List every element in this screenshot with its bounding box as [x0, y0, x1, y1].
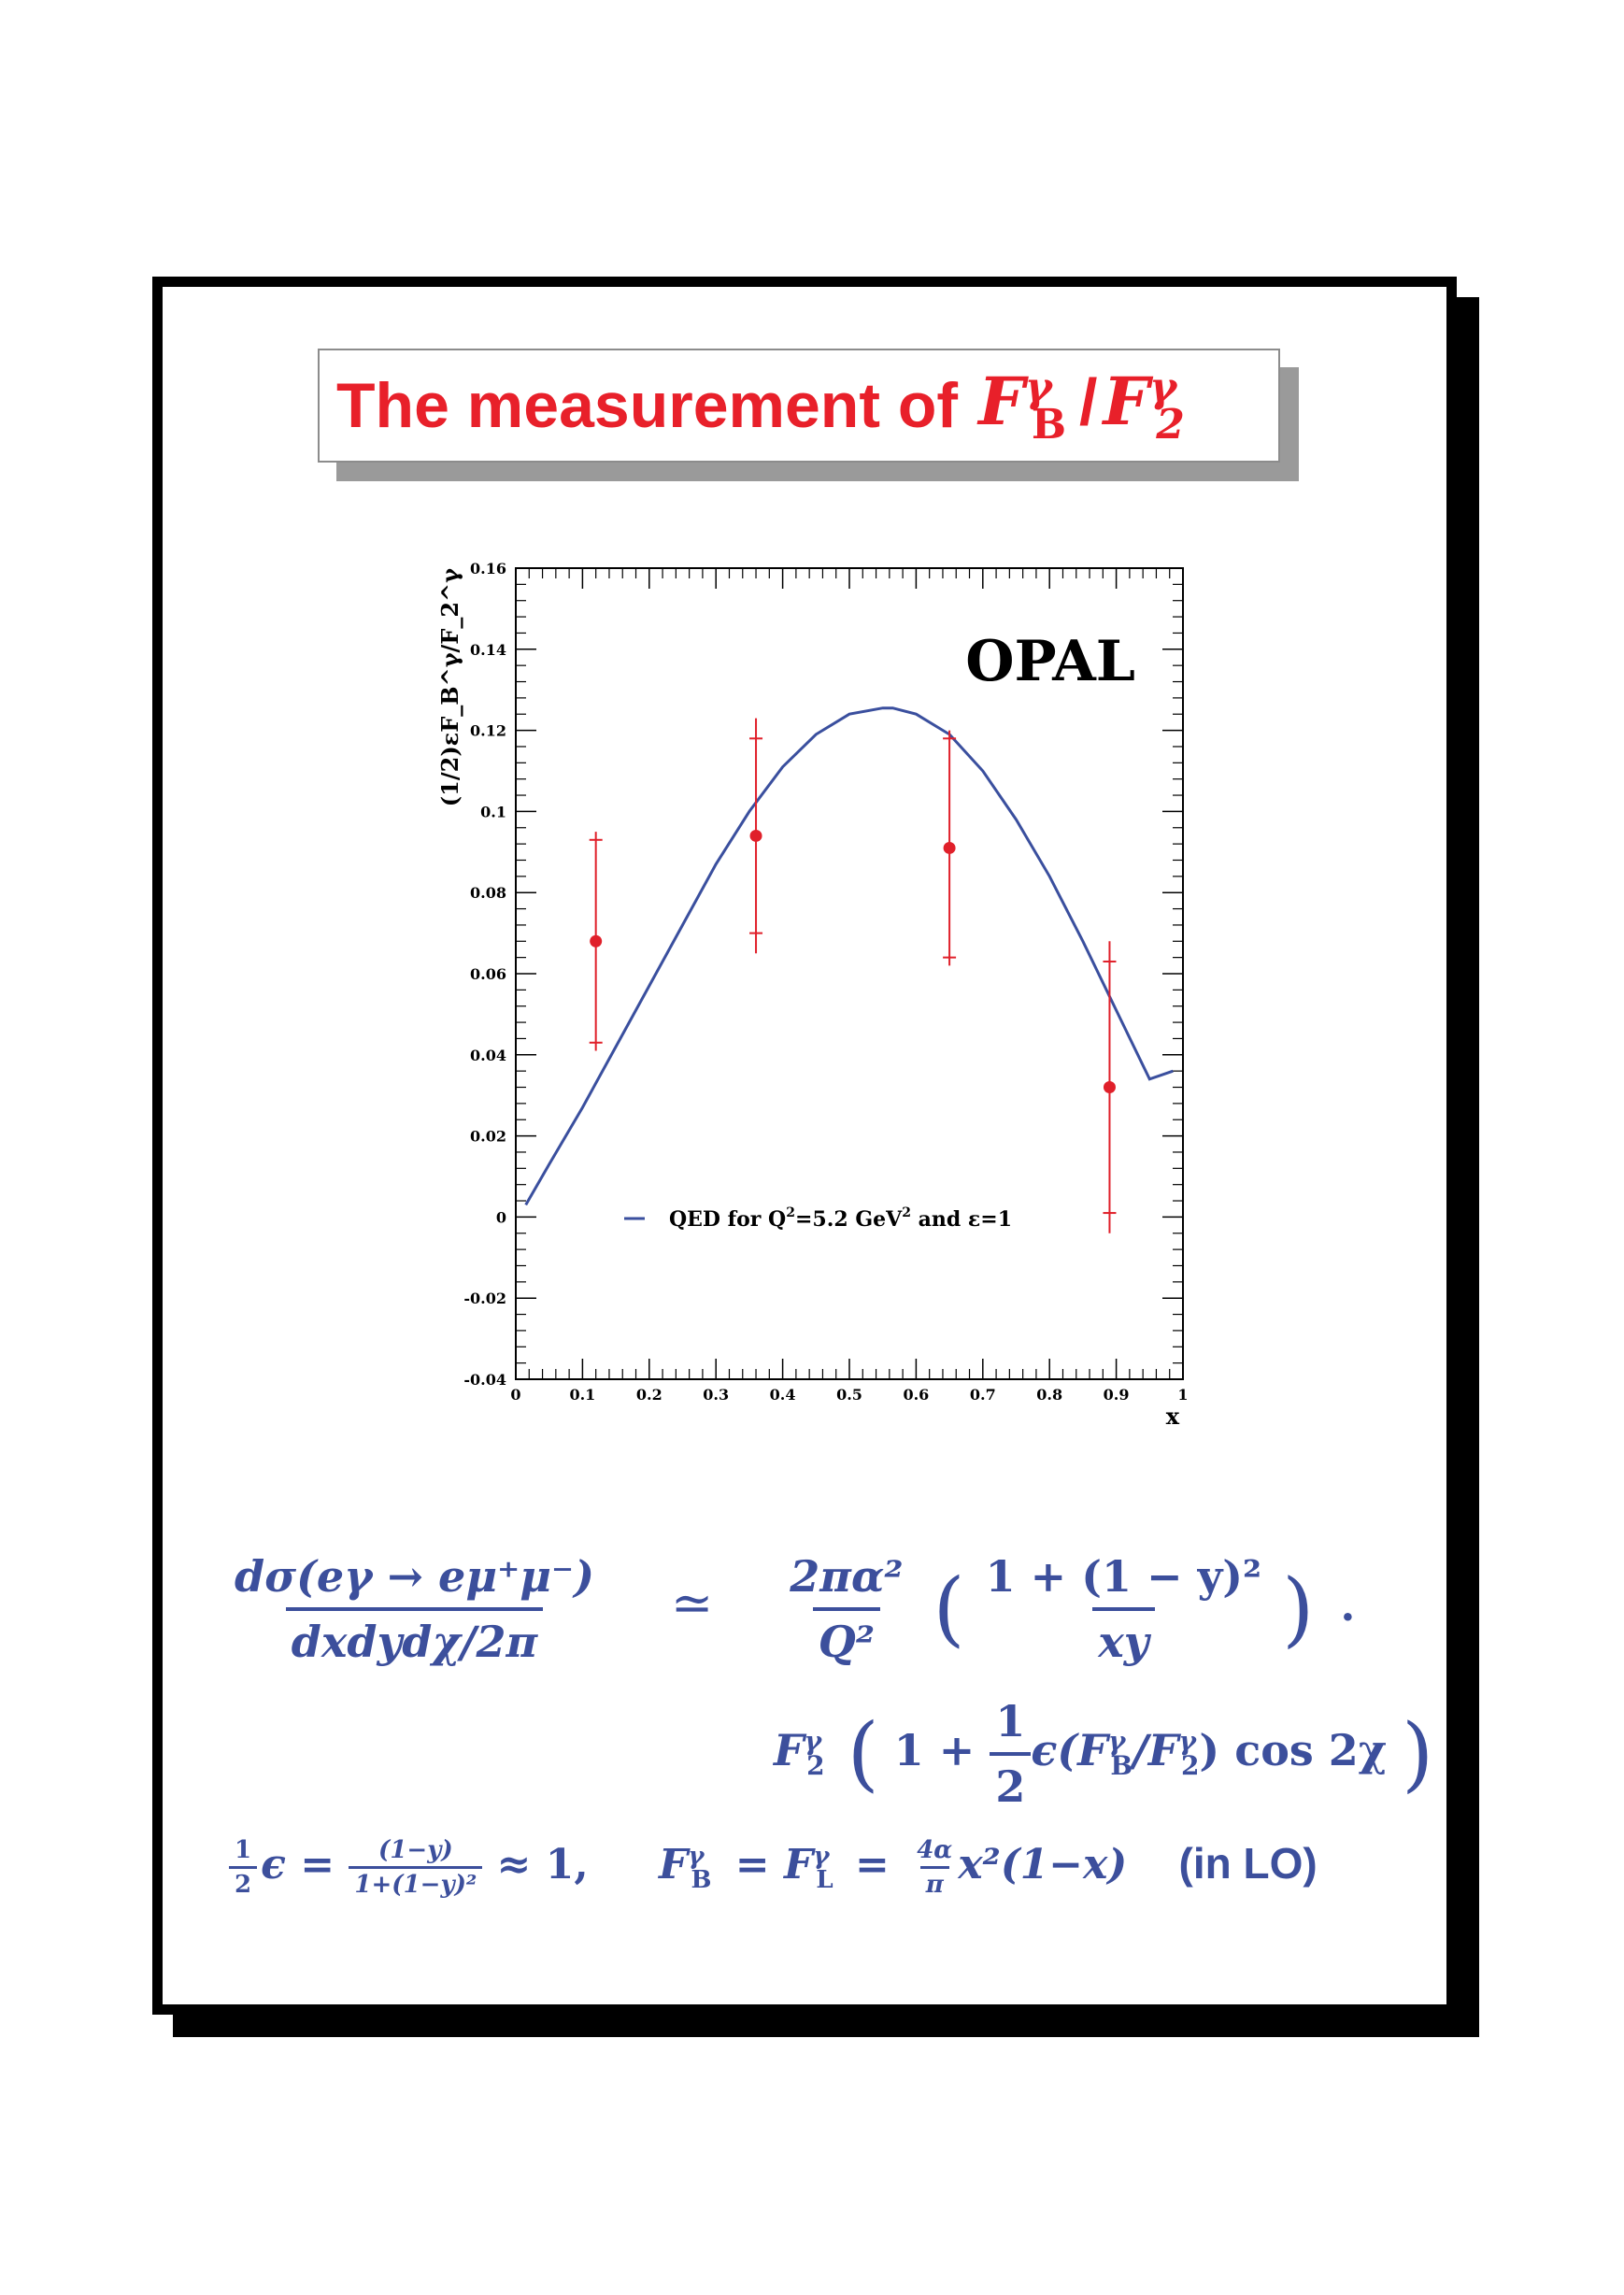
equation-structure-function: Fγ2 ( 1 + 1 2 ϵ(FγB/Fγ2) cos 2χ ) — [774, 1696, 1434, 1812]
y-axis-label: (1/2)εF_B^γ/F_2^γ — [436, 568, 463, 806]
x-tick-label: 0 — [510, 1386, 520, 1404]
y-tick-label: 0.06 — [470, 965, 506, 983]
y-tick-label: -0.02 — [463, 1290, 506, 1307]
equation-lo-relation: 1 2 ϵ = (1−y) 1+(1−y)² ≈ 1, FγB = FγL = … — [229, 1836, 1318, 1899]
title-text: The measurement of — [336, 370, 959, 441]
x-tick-label: 0.3 — [703, 1386, 729, 1404]
y-tick-label: 0.14 — [470, 641, 506, 659]
opal-label: OPAL — [965, 629, 1135, 694]
x-tick-label: 0.2 — [636, 1386, 662, 1404]
eq1-paren-fraction: 1 + (1 − y)² xy — [985, 1551, 1262, 1667]
x-tick-label: 0.6 — [903, 1386, 929, 1404]
y-tick-label: 0.02 — [470, 1128, 506, 1146]
y-tick-label: 0.08 — [470, 884, 506, 902]
y-tick-label: 0.04 — [470, 1047, 506, 1064]
y-tick-label: 0.12 — [470, 722, 506, 740]
eq3-half-fraction: 1 2 — [229, 1836, 258, 1899]
opal-chart: 0 0.1 0.2 0.3 0.4 0.5 0.6 0.7 0.8 0.9 1 -0.04 -0.02 0… — [436, 560, 1189, 1430]
y-tick-label: 0 — [496, 1208, 506, 1226]
title-math: FγB/Fγ2 — [978, 363, 1185, 449]
data-point — [590, 934, 603, 948]
eq3-alpha-fraction: 4α π — [917, 1836, 953, 1899]
approx-symbol: ≃ — [671, 1574, 714, 1632]
x-tick-label: 0.1 — [569, 1386, 595, 1404]
y-tick-label: -0.04 — [463, 1371, 506, 1389]
x-tick-label: 0.5 — [836, 1386, 862, 1404]
x-tick-label: 0.7 — [970, 1386, 996, 1404]
x-tick-label: 0.4 — [770, 1386, 796, 1404]
y-tick-label: 0.16 — [470, 560, 506, 577]
eq3-y-fraction: (1−y) 1+(1−y)² — [349, 1836, 483, 1899]
title-box: The measurement of FγB/Fγ2 — [318, 349, 1280, 463]
data-point — [749, 829, 762, 842]
x-axis-label: x — [1166, 1403, 1180, 1430]
slide-frame — [152, 277, 1457, 2015]
x-tick-label: 1 — [1177, 1386, 1188, 1404]
qed-curve — [524, 706, 1174, 1206]
eq2-half-fraction: 1 2 — [990, 1696, 1032, 1812]
equation-cross-section: dσ(eγ → eμ⁺μ⁻) dxdydχ/2π ≃ 2πα² Q² ( 1 +… — [229, 1551, 1355, 1667]
x-tick-label: 0.9 — [1104, 1386, 1130, 1404]
x-tick-label: 0.8 — [1036, 1386, 1062, 1404]
data-point — [943, 841, 956, 854]
legend-label: QED for Q2=5.2 GeV2 and ε=1 — [669, 1205, 1012, 1232]
data-point — [1103, 1081, 1116, 1094]
y-tick-label: 0.1 — [480, 803, 506, 820]
eq1-lhs-fraction: dσ(eγ → eμ⁺μ⁻) dxdydχ/2π — [235, 1551, 594, 1667]
eq1-rhs-fraction: 2πα² Q² — [790, 1551, 904, 1667]
